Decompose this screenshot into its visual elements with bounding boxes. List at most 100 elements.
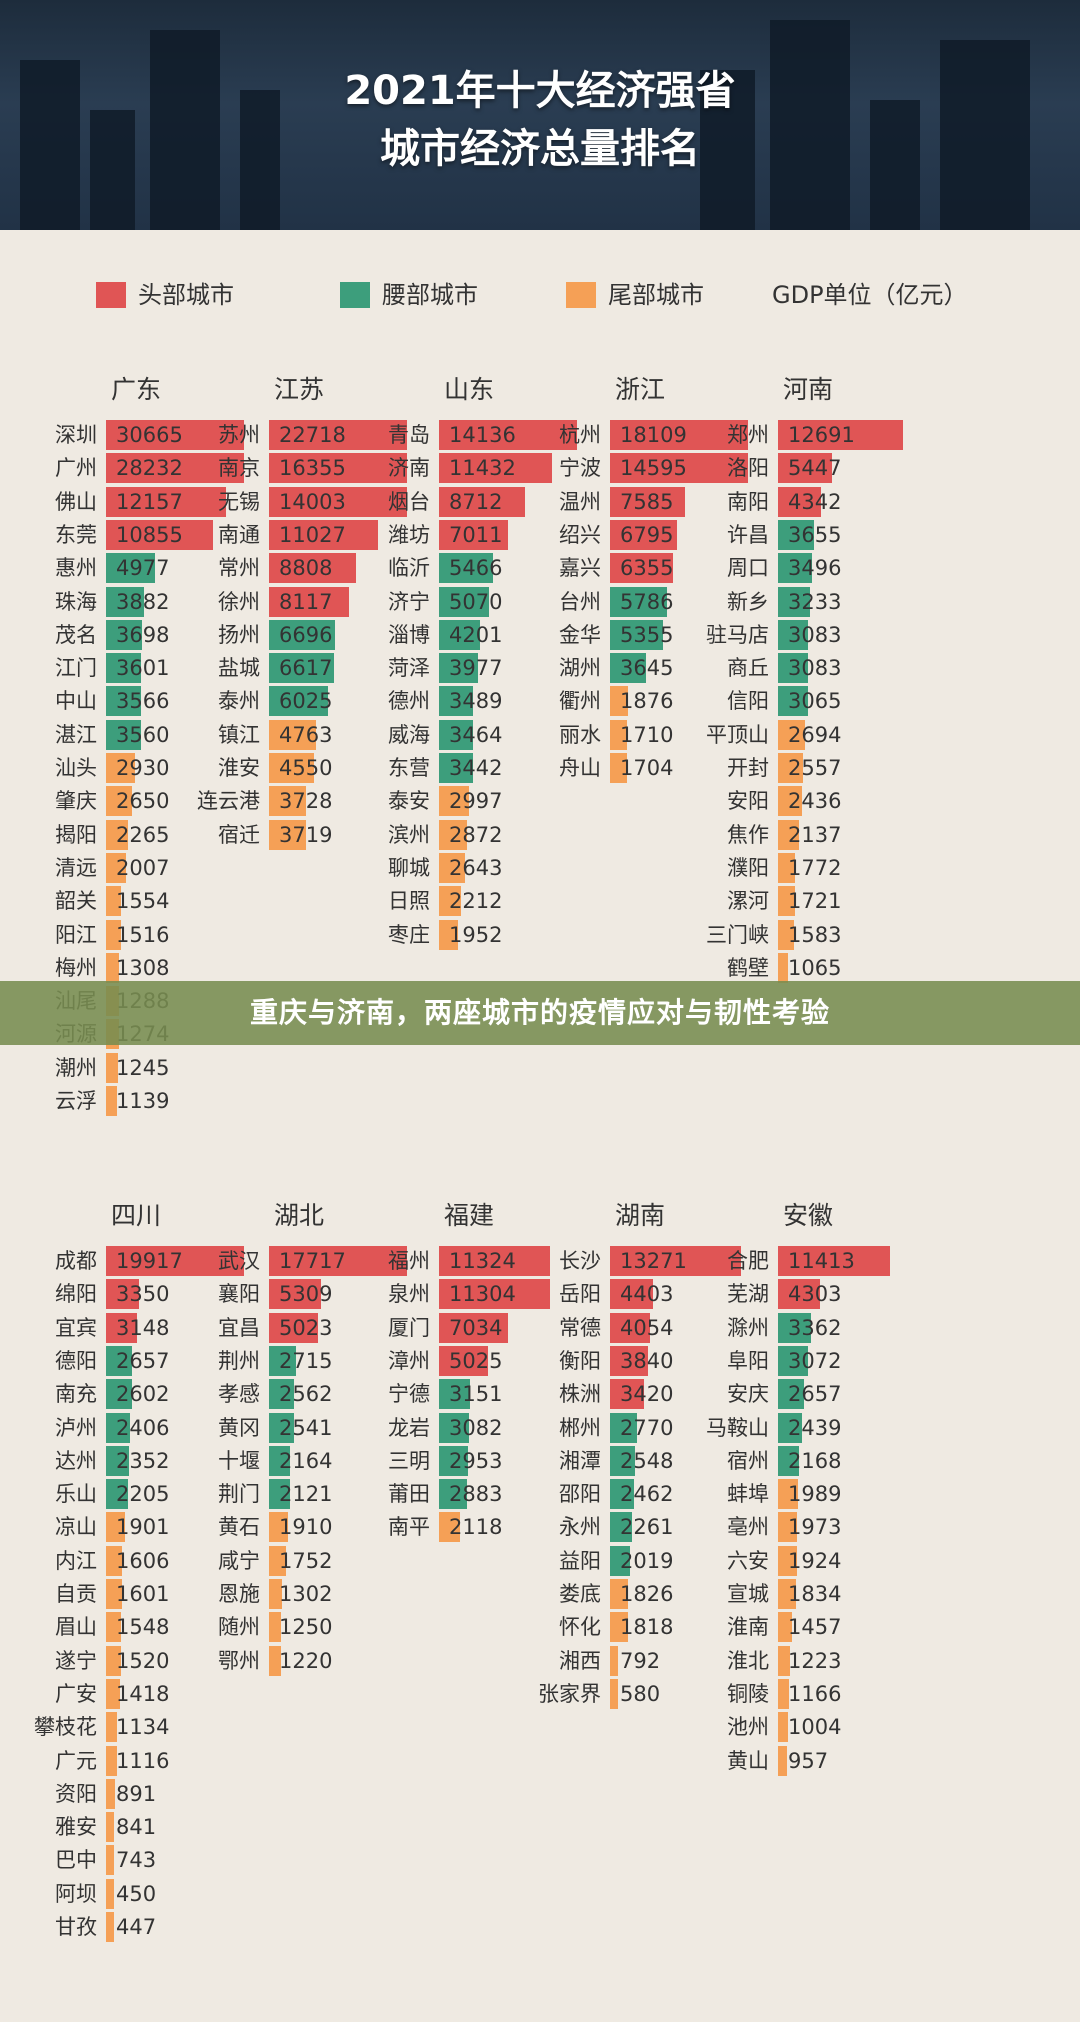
city-row: 郴州 2770 — [526, 1412, 756, 1443]
gdp-value-label: 14136 — [449, 423, 516, 447]
city-row: 信阳 3065 — [694, 686, 924, 717]
city-row: 厦门 7034 — [355, 1312, 585, 1343]
gdp-bar — [439, 852, 466, 883]
city-name: 鄂州 — [218, 1648, 260, 1673]
gdp-bar — [778, 886, 795, 917]
city-name: 淮南 — [727, 1615, 769, 1640]
city-name: 长沙 — [559, 1249, 601, 1273]
city-name: 平顶山 — [706, 722, 769, 747]
city-row: 遂宁 1520 — [22, 1645, 252, 1676]
city-name: 福州 — [388, 1249, 430, 1273]
gdp-value-label: 11304 — [449, 1282, 516, 1307]
city-name: 肇庆 — [55, 789, 97, 814]
gdp-bar — [106, 1912, 114, 1942]
gdp-value-label: 2770 — [620, 1415, 674, 1440]
gdp-value-label: 1418 — [116, 1681, 170, 1706]
gdp-value-label: 11413 — [788, 1249, 855, 1273]
gdp-bar — [106, 886, 122, 917]
city-row: 宣城 1834 — [694, 1579, 924, 1609]
city-name: 张家界 — [538, 1681, 601, 1706]
gdp-unit-label: GDP单位（亿元） — [772, 281, 968, 309]
city-name: 枣庄 — [388, 922, 430, 947]
gdp-value-label: 6696 — [279, 622, 333, 647]
gdp-bar — [439, 1312, 509, 1343]
city-name: 宿州 — [727, 1448, 769, 1473]
province-name: 安徽 — [782, 1201, 833, 1230]
gdp-value-label: 2715 — [279, 1348, 333, 1373]
city-name: 深圳 — [55, 423, 97, 447]
city-row: 衡阳 3840 — [526, 1345, 756, 1376]
city-row: 泉州 11304 — [355, 1279, 585, 1310]
city-row: 随州 1250 — [185, 1612, 415, 1643]
gdp-bar — [269, 486, 407, 517]
gdp-value-label: 3148 — [116, 1315, 170, 1340]
city-name: 青岛 — [388, 423, 430, 447]
gdp-value-label: 1134 — [116, 1715, 170, 1740]
city-name: 潮州 — [55, 1055, 97, 1080]
city-row: 徐州 8117 — [185, 586, 415, 617]
city-row: 黄石 1910 — [185, 1512, 415, 1543]
gdp-value-label: 5025 — [449, 1348, 503, 1373]
city-name: 荆州 — [218, 1348, 260, 1373]
gdp-value-label: 1308 — [116, 955, 170, 980]
city-name: 巴中 — [55, 1848, 97, 1873]
city-name: 云浮 — [55, 1089, 97, 1113]
city-row: 台州 5786 — [526, 586, 756, 617]
gdp-bar — [439, 553, 493, 584]
city-name: 雅安 — [55, 1815, 97, 1840]
city-row: 潍坊 7011 — [355, 519, 585, 550]
gdp-bar — [106, 786, 133, 817]
city-name: 龙岩 — [388, 1415, 430, 1440]
city-row: 清远 2007 — [22, 852, 252, 883]
gdp-value-label: 1818 — [620, 1615, 674, 1640]
gdp-value-label: 12157 — [116, 489, 183, 514]
gdp-value-label: 3233 — [788, 589, 842, 614]
gdp-bar — [778, 819, 800, 850]
city-name: 湘西 — [559, 1648, 601, 1673]
gdp-bar — [269, 719, 316, 750]
gdp-value-label: 18109 — [620, 423, 687, 447]
city-row: 益阳 2019 — [526, 1545, 756, 1576]
gdp-value-label: 30665 — [116, 423, 183, 447]
city-name: 信阳 — [727, 689, 769, 714]
city-name: 遂宁 — [55, 1648, 97, 1673]
city-row: 邵阳 2462 — [526, 1479, 756, 1510]
gdp-bar — [778, 1379, 805, 1410]
legend-swatch-mid — [340, 282, 370, 308]
city-row: 龙岩 3082 — [355, 1412, 585, 1443]
gdp-bar — [269, 1612, 282, 1643]
city-row: 株洲 3420 — [526, 1379, 756, 1410]
city-row: 湘潭 2548 — [526, 1445, 756, 1476]
gdp-value-label: 1752 — [279, 1548, 333, 1573]
gdp-value-label: 8117 — [279, 589, 333, 614]
city-row: 濮阳 1772 — [694, 852, 924, 883]
city-row: 岳阳 4403 — [526, 1279, 756, 1310]
city-name: 黄石 — [218, 1515, 260, 1540]
city-row: 宿州 2168 — [694, 1445, 924, 1476]
city-row: 无锡 14003 — [185, 486, 415, 517]
city-name: 临沂 — [388, 556, 430, 581]
gdp-value-label: 2164 — [279, 1448, 333, 1473]
gdp-value-label: 8712 — [449, 489, 503, 514]
city-row: 亳州 1973 — [694, 1512, 924, 1543]
city-row: 扬州 6696 — [185, 619, 415, 650]
city-name: 泸州 — [55, 1415, 97, 1440]
city-row: 武汉 17717 — [185, 1246, 415, 1276]
gdp-bar — [610, 586, 667, 617]
city-row: 常德 4054 — [526, 1312, 756, 1343]
gdp-bar — [269, 1445, 291, 1476]
city-name: 菏泽 — [388, 656, 430, 681]
city-row: 淮南 1457 — [694, 1612, 924, 1643]
gdp-value-label: 447 — [116, 1915, 157, 1939]
gdp-value-label: 2694 — [788, 722, 842, 747]
article-title-banner: 重庆与济南，两座城市的疫情应对与韧性考验 — [0, 981, 1080, 1045]
gdp-value-label: 2602 — [116, 1382, 170, 1407]
gdp-value-label: 1924 — [788, 1548, 842, 1573]
gdp-value-label: 1166 — [788, 1681, 842, 1706]
gdp-bar — [778, 619, 809, 650]
gdp-value-label: 2121 — [279, 1482, 333, 1507]
city-row: 十堰 2164 — [185, 1445, 415, 1476]
gdp-value-label: 2562 — [279, 1382, 333, 1407]
city-row: 安阳 2436 — [694, 786, 924, 817]
gdp-value-label: 3072 — [788, 1348, 842, 1373]
